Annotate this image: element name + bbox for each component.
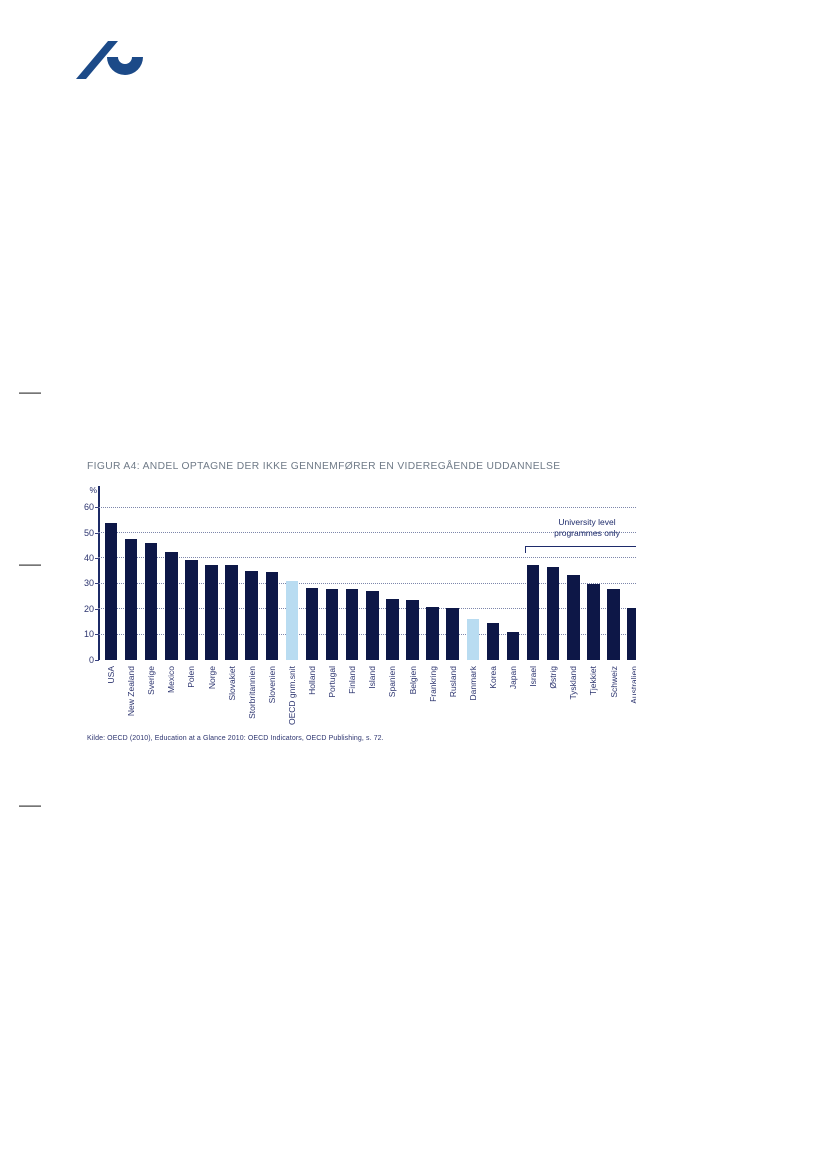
gridline-40 [98, 557, 636, 559]
bar-Holland [305, 587, 319, 660]
y-tick-50 [95, 532, 99, 534]
x-axis-label-Østrig: Østrig [548, 666, 559, 689]
x-axis-label-Belgien: Belgien [407, 666, 418, 695]
source-citation: Kilde: OECD (2010), Education at a Glanc… [87, 735, 384, 742]
x-axis-label-Holland: Holland [307, 666, 317, 695]
bar-Island [366, 591, 379, 660]
au-logo-a-stroke [76, 41, 118, 79]
university-level-bracket [525, 546, 636, 553]
bar-New Zealand [124, 539, 138, 660]
x-axis-label-Tyskland: Tyskland [568, 666, 579, 700]
bar-Australien [627, 607, 636, 660]
university-level-annotation: University level programmes only [554, 517, 620, 539]
y-tick-0 [95, 659, 99, 661]
fold-mark [19, 564, 41, 566]
x-axis-label-Schweiz: Schweiz [608, 666, 619, 698]
bar-Østrig [546, 567, 560, 660]
x-axis-label-Finland: Finland [347, 666, 358, 694]
bar-Polen [185, 559, 198, 660]
y-tick-30 [95, 583, 99, 585]
bar-Tyskland [567, 574, 580, 660]
x-axis-label-New Zealand: New Zealand [126, 666, 137, 717]
bar-Tjekkiet [587, 583, 600, 660]
bar-Israel [526, 564, 540, 660]
bar-Japan [506, 632, 520, 660]
x-axis-label-Island: Island [367, 666, 378, 689]
y-axis-line [98, 486, 100, 660]
x-axis-label-Slovenien: Slovenien [266, 666, 277, 704]
fold-mark [19, 392, 41, 394]
x-axis-label-Tjekkiet: Tjekkiet [588, 666, 599, 696]
y-axis-label-10: 10 [83, 629, 94, 640]
y-axis-label-30: 30 [83, 578, 94, 589]
bar-Spanien [386, 599, 399, 660]
figure-title: FIGUR A4: ANDEL OPTAGNE DER IKKE GENNEMF… [87, 461, 561, 472]
y-tick-10 [95, 634, 99, 636]
y-tick-20 [95, 608, 99, 610]
bar-Danmark [466, 619, 480, 660]
x-axis-label-Rusland: Rusland [447, 666, 458, 698]
x-axis-label-Mexico: Mexico [166, 666, 177, 693]
x-axis-label-Sverige: Sverige [146, 666, 157, 695]
y-axis-unit-label: % [89, 485, 97, 495]
bar-Rusland [446, 607, 459, 660]
bar-Schweiz [607, 588, 620, 660]
au-logo-u-arc [107, 57, 143, 75]
y-axis-label-0: 0 [88, 654, 94, 665]
bar-Storbritannien [245, 571, 258, 660]
gridline-60 [98, 506, 636, 508]
bar-Korea [486, 623, 500, 660]
bar-USA [104, 522, 118, 660]
bar-OECD gnm.snit [285, 581, 299, 660]
y-tick-40 [95, 557, 99, 559]
x-axis-label-Slovakiet: Slovakiet [226, 666, 237, 701]
y-axis-label-20: 20 [83, 603, 94, 614]
bar-Belgien [406, 600, 419, 660]
y-axis-label-40: 40 [83, 552, 94, 563]
x-axis-label-Storbritannien: Storbritannien [246, 666, 257, 719]
x-axis-label-USA: USA [106, 666, 116, 684]
bar-Frankring [426, 606, 439, 660]
x-axis-label-Polen: Polen [186, 666, 197, 688]
x-axis-label-Norge: Norge [206, 666, 217, 690]
x-axis-label-Korea: Korea [487, 666, 498, 689]
x-axis-label-Danmark: Danmark [467, 666, 478, 701]
au-logo-icon [76, 41, 143, 79]
x-axis-label-Portugal: Portugal [327, 666, 338, 698]
bar-Mexico [165, 552, 178, 660]
bar-Slovenien [265, 572, 279, 660]
x-axis-label-Spanien: Spanien [387, 666, 398, 698]
x-axis-label-Australien: Australien [628, 666, 636, 704]
bar-Slovakiet [225, 564, 238, 660]
fold-mark [19, 805, 41, 807]
gridline-50 [98, 532, 636, 533]
x-axis-label-Japan: Japan [508, 666, 518, 690]
figure-a4-chart: FIGUR A4: ANDEL OPTAGNE DER IKKE GENNEMF… [0, 455, 636, 747]
bar-Finland [345, 588, 359, 660]
x-axis-label-Israel: Israel [528, 666, 539, 687]
y-tick-60 [95, 507, 99, 509]
y-axis-label-60: 60 [83, 502, 94, 513]
x-axis-label-Frankring: Frankring [427, 666, 438, 702]
bar-Sverige [144, 543, 158, 660]
x-axis-label-OECD gnm.snit: OECD gnm.snit [286, 666, 297, 726]
bar-Portugal [325, 588, 339, 660]
bar-Norge [205, 564, 218, 660]
y-axis-label-50: 50 [83, 527, 94, 538]
gridline-30 [98, 582, 636, 584]
